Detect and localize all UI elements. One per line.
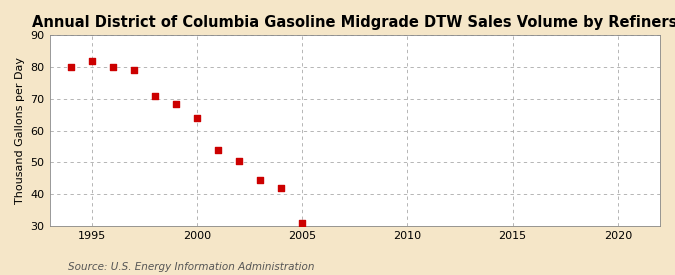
Point <box>254 178 265 182</box>
Point <box>128 68 139 73</box>
Point <box>149 94 160 98</box>
Point <box>86 59 97 63</box>
Point <box>275 186 286 190</box>
Text: Source: U.S. Energy Information Administration: Source: U.S. Energy Information Administ… <box>68 262 314 272</box>
Point <box>213 147 223 152</box>
Point <box>65 65 76 69</box>
Title: Annual District of Columbia Gasoline Midgrade DTW Sales Volume by Refiners: Annual District of Columbia Gasoline Mid… <box>32 15 675 30</box>
Point <box>171 101 182 106</box>
Point <box>107 65 118 69</box>
Point <box>297 221 308 225</box>
Y-axis label: Thousand Gallons per Day: Thousand Gallons per Day <box>15 57 25 204</box>
Point <box>192 116 202 120</box>
Point <box>234 159 244 163</box>
